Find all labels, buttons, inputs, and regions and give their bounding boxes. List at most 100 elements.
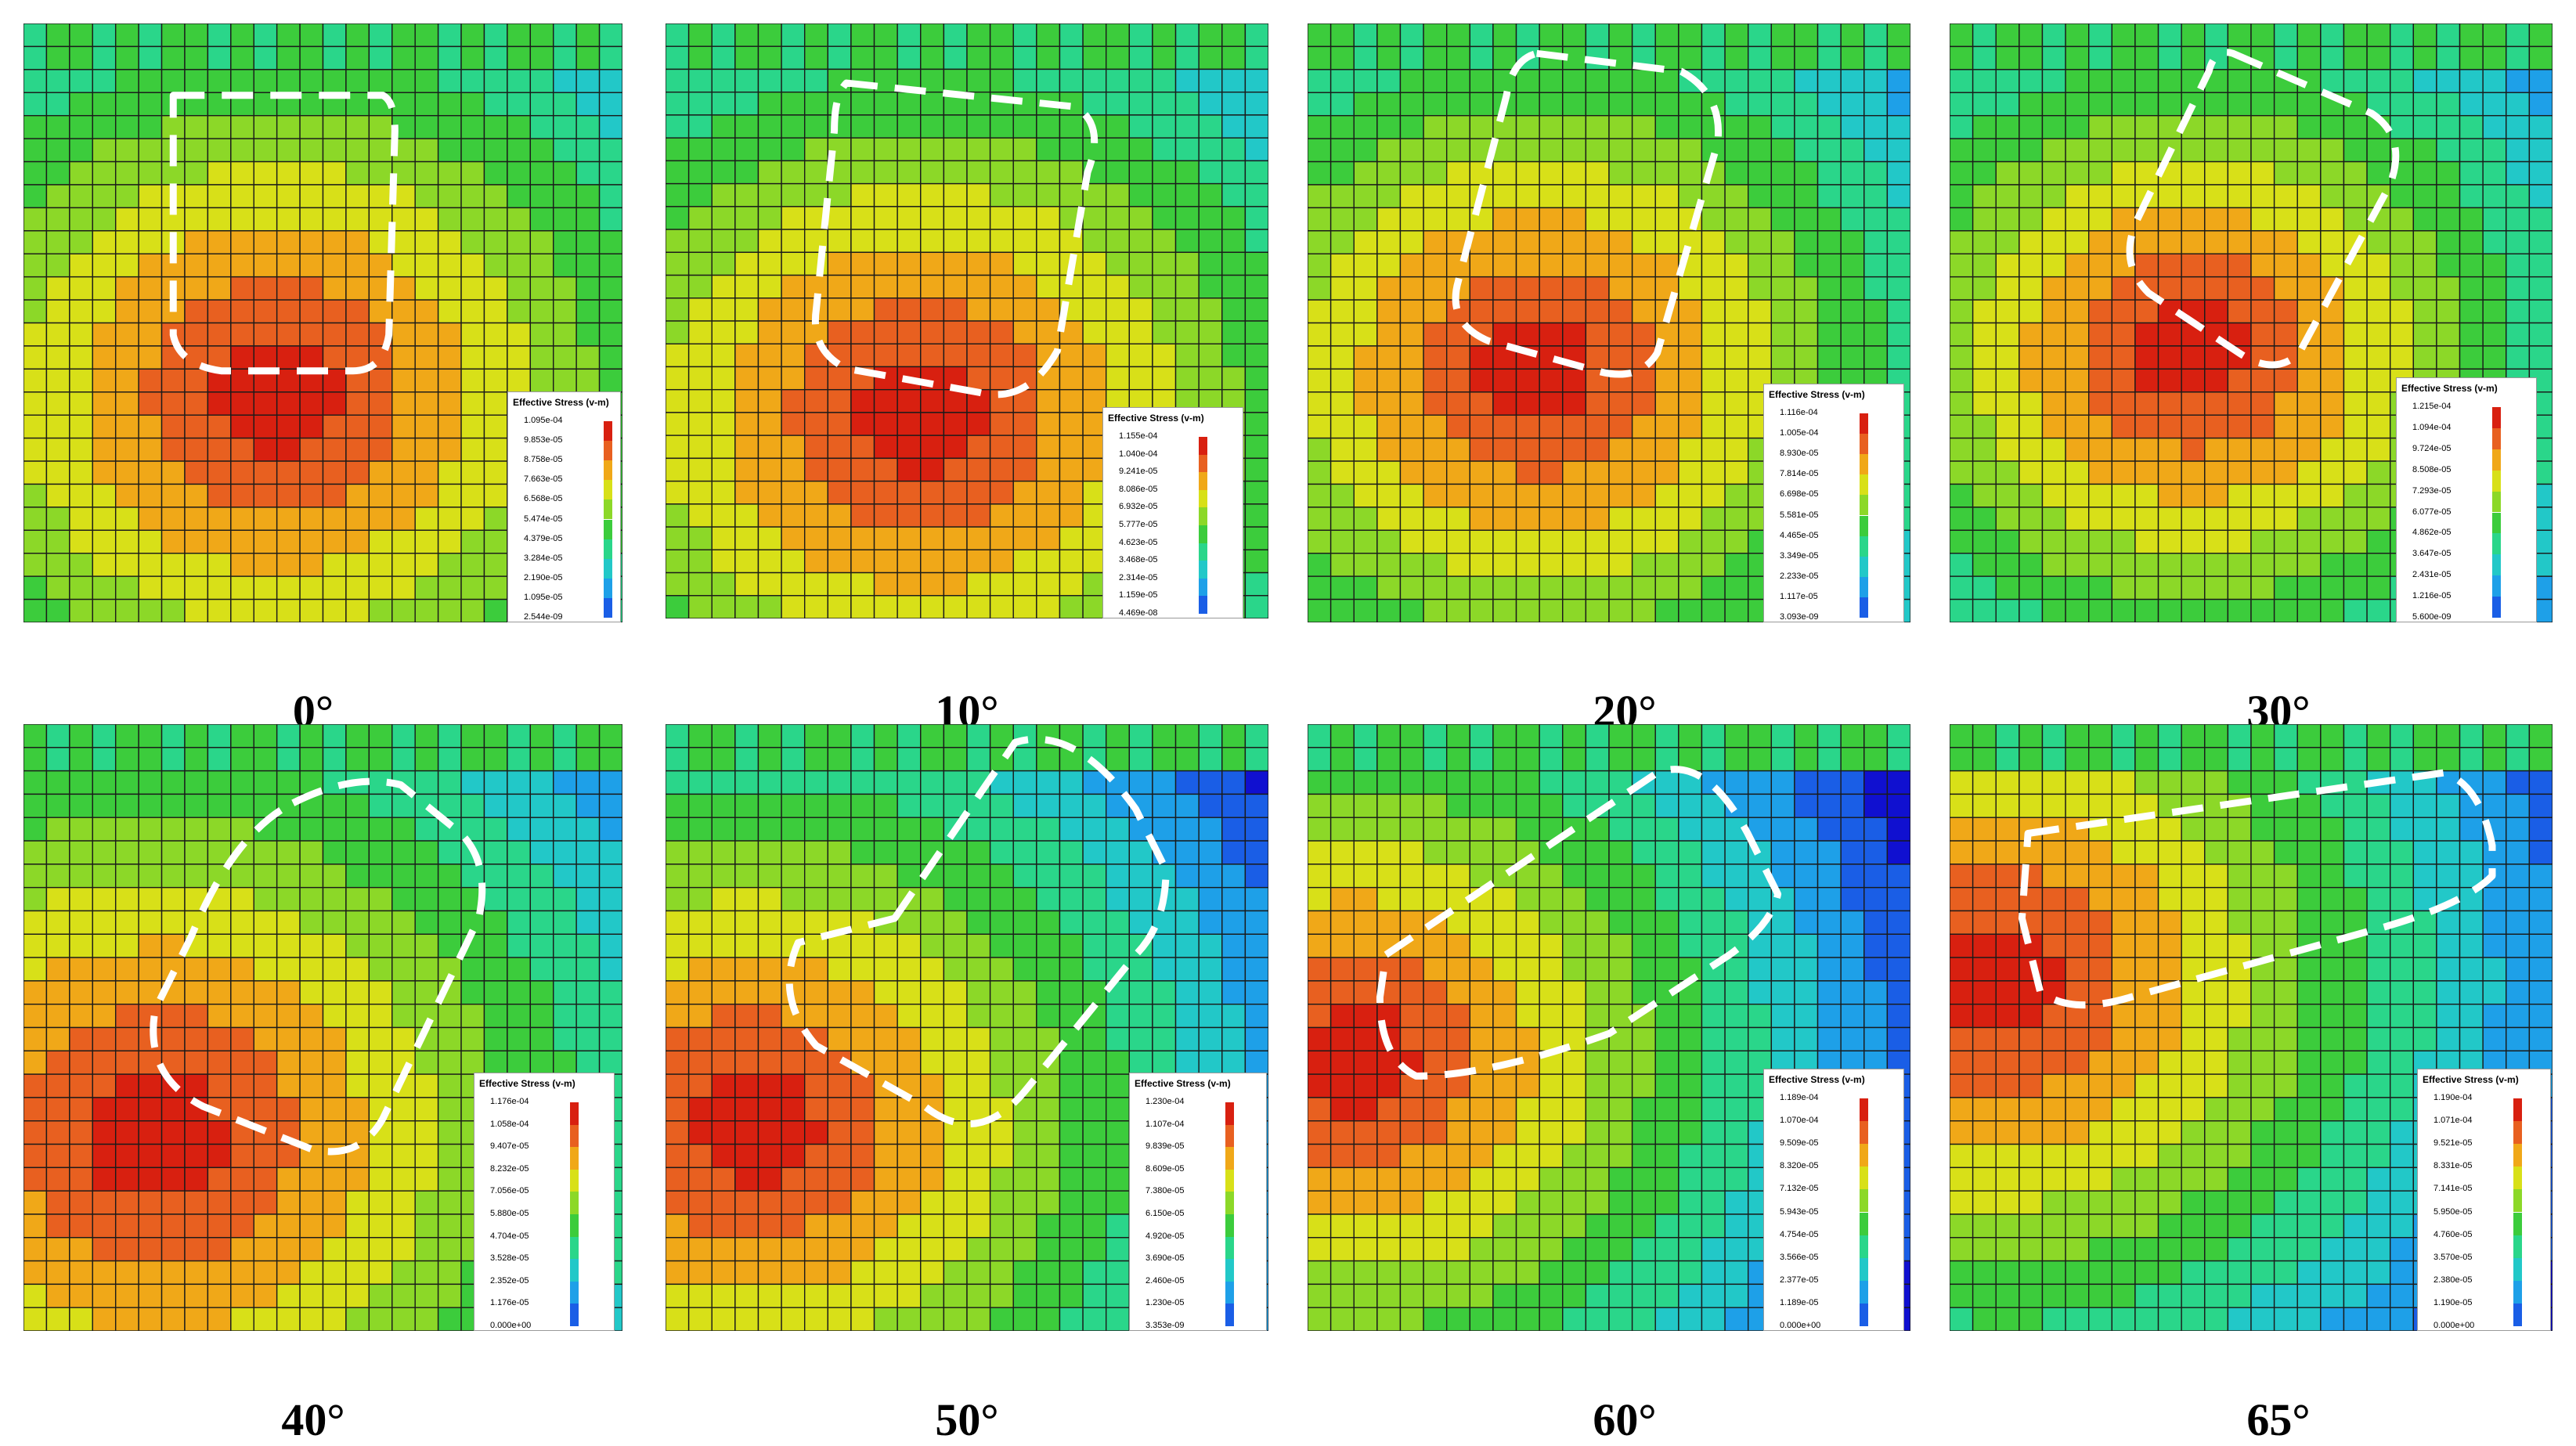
mesh-cell bbox=[2321, 484, 2344, 507]
mesh-cell bbox=[1795, 981, 1818, 1004]
mesh-cell bbox=[1973, 461, 1997, 484]
mesh-cell bbox=[1129, 23, 1153, 46]
mesh-cell bbox=[1517, 70, 1540, 92]
mesh-cell bbox=[1153, 115, 1176, 138]
mesh-cell bbox=[1308, 1284, 1331, 1307]
mesh-cell bbox=[484, 139, 507, 161]
mesh-cell bbox=[484, 23, 507, 46]
mesh-cell bbox=[1013, 841, 1037, 864]
mesh-cell bbox=[23, 346, 46, 369]
mesh-cell bbox=[712, 1191, 735, 1214]
mesh-cell bbox=[1245, 69, 1268, 92]
mesh-cell bbox=[851, 276, 875, 298]
mesh-cell bbox=[2275, 438, 2298, 461]
mesh-cell bbox=[415, 1051, 438, 1074]
mesh-cell bbox=[1563, 1145, 1586, 1168]
mesh-cell bbox=[1129, 1051, 1153, 1074]
mesh-cell bbox=[1354, 277, 1377, 300]
mesh-cell bbox=[1013, 1004, 1037, 1028]
mesh-cell bbox=[781, 1074, 805, 1098]
mesh-cell bbox=[781, 864, 805, 888]
mesh-cell bbox=[346, 1121, 369, 1145]
mesh-cell bbox=[781, 573, 805, 596]
mesh-cell bbox=[1423, 461, 1447, 484]
mesh-cell bbox=[2321, 231, 2344, 254]
mesh-cell bbox=[185, 600, 207, 622]
mesh-cell bbox=[1377, 771, 1401, 795]
mesh-cell bbox=[1354, 1191, 1377, 1214]
mesh-cell bbox=[231, 1098, 254, 1121]
mesh-cell bbox=[1539, 934, 1563, 957]
mesh-cell bbox=[897, 1051, 921, 1074]
mesh-cell bbox=[2413, 346, 2437, 369]
mesh-cell bbox=[1996, 461, 2019, 484]
mesh-cell bbox=[1725, 207, 1748, 230]
mesh-cell bbox=[2251, 461, 2275, 484]
mesh-cell bbox=[1354, 415, 1377, 438]
mesh-cell bbox=[967, 748, 990, 771]
mesh-cell bbox=[1493, 957, 1517, 981]
mesh-cell bbox=[758, 344, 781, 366]
mesh-cell bbox=[231, 162, 254, 185]
mesh-cell bbox=[943, 934, 967, 957]
mesh-cell bbox=[507, 724, 530, 748]
mesh-cell bbox=[2065, 139, 2089, 161]
mesh-cell bbox=[438, 1145, 461, 1168]
mesh-cell bbox=[758, 724, 781, 748]
mesh-cell bbox=[1818, 46, 1842, 69]
mesh-cell bbox=[897, 298, 921, 321]
mesh-cell bbox=[2275, 300, 2298, 323]
mesh-cell bbox=[415, 576, 438, 599]
mesh-cell bbox=[666, 771, 689, 795]
mesh-cell bbox=[943, 1074, 967, 1098]
mesh-cell bbox=[1153, 771, 1176, 795]
mesh-cell bbox=[1377, 369, 1401, 391]
mesh-cell bbox=[1725, 1307, 1748, 1331]
mesh-cell bbox=[438, 911, 461, 934]
mesh-cell bbox=[2042, 92, 2065, 115]
mesh-cell bbox=[576, 724, 599, 748]
legend-value: 8.930e-05 bbox=[1780, 449, 1819, 458]
legend-value: 2.431e-05 bbox=[2412, 570, 2452, 579]
mesh-cell bbox=[116, 116, 139, 139]
mesh-cell bbox=[967, 550, 990, 572]
mesh-cell bbox=[2228, 484, 2251, 507]
mesh-cell bbox=[23, 1121, 46, 1145]
mesh-cell bbox=[2089, 116, 2112, 139]
mesh-cell bbox=[1841, 116, 1864, 139]
mesh-cell bbox=[530, 748, 553, 771]
mesh-cell bbox=[875, 550, 898, 572]
mesh-cell bbox=[2297, 392, 2321, 415]
mesh-cell bbox=[1400, 841, 1423, 864]
mesh-cell bbox=[943, 911, 967, 934]
mesh-cell bbox=[1563, 92, 1586, 115]
mesh-cell bbox=[1106, 864, 1130, 888]
mesh-cell bbox=[1973, 23, 1997, 46]
mesh-cell bbox=[1377, 507, 1401, 530]
mesh-cell bbox=[1950, 300, 1973, 323]
mesh-cell bbox=[828, 550, 851, 572]
mesh-cell bbox=[231, 817, 254, 841]
mesh-cell bbox=[92, 46, 115, 69]
mesh-cell bbox=[1013, 435, 1037, 458]
mesh-cell bbox=[1199, 92, 1222, 115]
mesh-cell bbox=[1470, 600, 1493, 622]
mesh-cell bbox=[392, 934, 415, 957]
mesh-cell bbox=[1153, 794, 1176, 817]
mesh-cell bbox=[1795, 231, 1818, 254]
mesh-cell bbox=[1996, 369, 2019, 391]
mesh-cell bbox=[23, 957, 46, 981]
mesh-cell bbox=[735, 888, 759, 911]
mesh-cell bbox=[1400, 323, 1423, 346]
mesh-cell bbox=[1655, 817, 1679, 841]
mesh-cell bbox=[758, 207, 781, 229]
mesh-cell bbox=[1633, 817, 1656, 841]
mesh-cell bbox=[1377, 415, 1401, 438]
mesh-cell bbox=[46, 600, 69, 622]
mesh-cell bbox=[1679, 576, 1702, 599]
mesh-cell bbox=[2135, 139, 2159, 161]
mesh-cell bbox=[392, 1167, 415, 1191]
